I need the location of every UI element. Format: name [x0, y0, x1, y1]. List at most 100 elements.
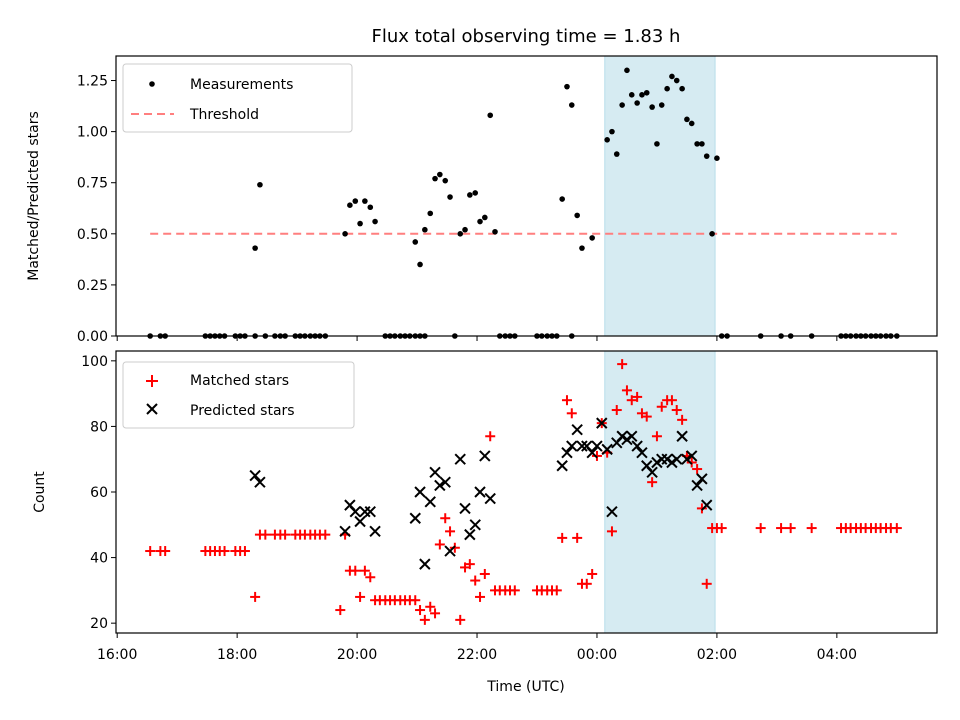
- matched-star-point: [470, 575, 481, 586]
- bottom-y-axis-label: Count: [32, 471, 48, 513]
- matched-star-point: [617, 359, 628, 370]
- x-tick-label: 20:00: [337, 647, 377, 663]
- top-axes-frame: [115, 55, 938, 337]
- matched-star-point: [415, 605, 426, 616]
- matched-star-point: [806, 523, 817, 534]
- measurement-point: [342, 231, 348, 237]
- predicted-star-point: [419, 558, 431, 570]
- matched-star-point: [647, 477, 658, 488]
- legend-predicted-stars: Predicted stars: [190, 403, 295, 419]
- measurement-point: [352, 198, 359, 204]
- measurement-point: [643, 89, 650, 96]
- measurement-point: [613, 151, 620, 157]
- y-tick-label: 0.50: [77, 227, 108, 243]
- matched-star-point: [891, 523, 902, 534]
- matched-star-point: [475, 591, 486, 602]
- predicted-star-point: [556, 460, 568, 472]
- predicted-star-point: [596, 417, 608, 429]
- matched-star-point: [785, 523, 796, 534]
- matched-star-point: [280, 529, 291, 540]
- measurement-point: [412, 239, 419, 245]
- matched-star-point: [566, 408, 577, 419]
- matched-star-point: [425, 601, 436, 612]
- matched-star-point: [449, 542, 460, 553]
- measurement-point: [467, 192, 473, 198]
- measurement-point: [442, 177, 449, 184]
- predicted-star-point: [606, 505, 618, 518]
- predicted-star-point: [434, 479, 446, 492]
- x-tick-label: 22:00: [457, 647, 497, 663]
- matched-star-point: [239, 546, 250, 557]
- measurement-point: [357, 220, 363, 227]
- matched-star-point: [701, 578, 712, 589]
- y-tick-label: 40: [90, 551, 108, 567]
- measurement-point: [619, 102, 625, 108]
- measurement-point: [257, 181, 263, 188]
- legend-measurements: Measurements: [190, 77, 293, 93]
- measurement-point: [688, 120, 695, 127]
- measurement-point: [684, 116, 690, 123]
- matched-star-point: [671, 405, 682, 416]
- predicted-star-point: [409, 512, 421, 524]
- measurement-point: [422, 226, 428, 233]
- matched-star-point: [755, 523, 766, 534]
- predicted-star-point: [349, 505, 361, 518]
- x-tick-label: 04:00: [817, 647, 857, 663]
- measurement-point: [432, 175, 438, 182]
- matched-star-point: [335, 605, 346, 616]
- measurement-point: [564, 83, 570, 90]
- predicted-star-point: [576, 440, 588, 452]
- predicted-star-point: [414, 486, 426, 498]
- y-tick-label: 1.25: [77, 74, 108, 90]
- predicted-star-point: [444, 545, 456, 557]
- matched-star-point: [621, 385, 632, 396]
- predicted-stars-points: [249, 417, 713, 570]
- matched-star-point: [591, 450, 602, 461]
- y-tick-label: 1.00: [77, 125, 108, 141]
- measurement-point: [654, 141, 660, 147]
- predicted-star-point: [459, 502, 471, 515]
- matched-star-point: [696, 503, 707, 514]
- predicted-star-point: [646, 466, 658, 479]
- x-tick-label: 00:00: [577, 647, 617, 663]
- measurement-points: [147, 67, 900, 339]
- matched-star-point: [145, 546, 156, 557]
- measurement-point: [427, 210, 434, 217]
- matched-star-point: [651, 431, 662, 442]
- predicted-star-point: [601, 443, 613, 456]
- x-axis-label: Time (UTC): [486, 679, 564, 695]
- matched-star-point: [641, 411, 652, 422]
- measurement-point: [624, 67, 630, 74]
- measurement-point: [568, 102, 575, 108]
- matched-star-point: [440, 513, 451, 524]
- matched-star-point: [716, 523, 727, 534]
- measurement-point: [367, 204, 374, 211]
- matched-star-point: [656, 401, 667, 412]
- matched-star-point: [365, 572, 376, 583]
- measurement-point: [699, 141, 705, 147]
- matched-star-point: [434, 539, 445, 550]
- matched-star-point: [320, 529, 331, 540]
- matched-star-point: [355, 591, 366, 602]
- matched-star-point: [160, 546, 171, 557]
- legend-matched-stars: Matched stars: [190, 373, 289, 389]
- bottom-y-ticks: 20 40 60 80 100: [81, 354, 116, 632]
- measurement-point: [589, 235, 595, 241]
- predicted-star-point: [686, 450, 698, 462]
- measurement-point: [362, 198, 368, 204]
- measurement-point: [559, 196, 565, 202]
- x-tick-label: 16:00: [97, 647, 137, 663]
- predicted-legend-marker: [146, 403, 158, 415]
- matched-star-point: [485, 431, 496, 442]
- top-y-axis-label: Matched/Predicted stars: [26, 111, 42, 281]
- predicted-star-point: [696, 473, 708, 485]
- measurement-point: [709, 231, 715, 237]
- matched-star-point: [626, 395, 637, 406]
- y-tick-label: 0.75: [77, 176, 108, 192]
- matched-star-point: [692, 464, 703, 475]
- predicted-star-point: [479, 450, 491, 462]
- matched-star-point: [250, 591, 261, 602]
- matched-star-point: [430, 608, 441, 619]
- x-tick-label: 02:00: [697, 647, 737, 663]
